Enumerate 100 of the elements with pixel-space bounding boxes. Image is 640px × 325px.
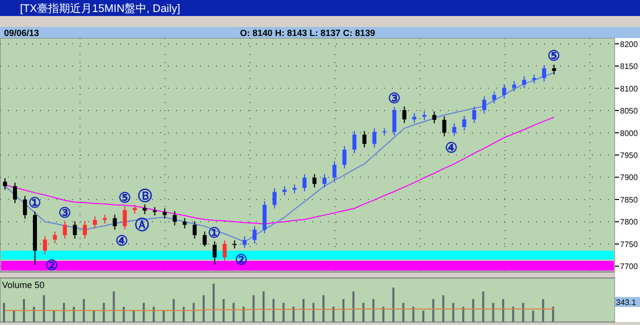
bar <box>522 302 524 322</box>
bar <box>372 299 374 322</box>
candlestick <box>442 116 446 137</box>
candlestick <box>522 76 526 89</box>
chart-title: [TX臺指期近月15MIN盤中, Daily] <box>20 2 180 15</box>
candlestick <box>212 240 217 266</box>
annotation: ② <box>45 257 58 274</box>
candlestick <box>42 235 47 255</box>
bar <box>352 291 354 322</box>
bar <box>502 299 504 322</box>
y-tick-label: 7850 <box>620 195 638 204</box>
bar <box>482 291 484 322</box>
y-tick-label: 8100 <box>620 84 638 94</box>
candlestick <box>182 218 187 229</box>
bar <box>152 306 155 322</box>
candlestick <box>92 216 97 229</box>
bar <box>302 299 305 322</box>
candlestick <box>542 64 546 82</box>
candlestick <box>272 188 277 209</box>
bar <box>362 302 364 322</box>
annotation: ④ <box>444 139 458 156</box>
bar <box>102 302 105 322</box>
candlestick <box>282 186 287 196</box>
bar <box>162 310 165 322</box>
y-tick-label: 8000 <box>620 128 638 138</box>
bar <box>442 295 444 322</box>
candlestick <box>122 206 127 230</box>
candlestick <box>172 210 177 226</box>
candlestick <box>322 174 326 188</box>
candlestick <box>82 220 87 240</box>
bar <box>322 295 324 322</box>
candlestick <box>12 182 17 204</box>
bar <box>72 306 75 322</box>
candlestick <box>412 112 416 124</box>
candlestick <box>552 64 556 75</box>
bar <box>22 299 25 322</box>
annotation: Ⓐ <box>134 216 149 233</box>
bar <box>382 306 384 322</box>
bar <box>172 299 175 322</box>
bar <box>472 299 474 322</box>
y-tick-label: 8150 <box>620 62 638 72</box>
bar <box>202 295 205 322</box>
text: 343.1 <box>616 298 637 307</box>
y-tick-label: 8200 <box>620 40 638 49</box>
candlestick <box>352 130 356 154</box>
chart-subtitle: O: 8140 H: 8143 L: 8137 C: 8139 <box>240 28 376 38</box>
candlestick <box>162 208 167 220</box>
candlestick <box>62 220 67 240</box>
bar <box>52 310 55 322</box>
bar <box>272 299 275 322</box>
y-tick-label: 7950 <box>620 151 638 160</box>
candlestick <box>482 96 486 114</box>
bar <box>342 299 344 322</box>
bar <box>392 288 394 322</box>
candlestick <box>432 110 436 124</box>
annotation: ⑤ <box>548 48 561 64</box>
candlestick <box>342 146 346 169</box>
bar <box>212 284 215 322</box>
bar <box>492 302 494 322</box>
candlestick <box>452 122 456 136</box>
candlestick <box>472 106 476 124</box>
candlestick <box>52 231 57 244</box>
candlestick <box>502 84 506 99</box>
bar <box>332 306 334 322</box>
candlestick <box>192 220 197 240</box>
y-tick-label: 8050 <box>620 106 638 116</box>
y-tick-label: 7900 <box>620 173 638 182</box>
candlestick <box>242 236 247 248</box>
bar <box>82 299 85 322</box>
bar <box>552 306 554 322</box>
y-tick-label: 7700 <box>620 262 638 272</box>
candlestick <box>222 240 227 262</box>
candlestick <box>72 220 77 240</box>
bar <box>262 291 265 322</box>
candlestick <box>372 128 376 148</box>
bar <box>542 299 544 322</box>
candlestick <box>112 214 117 230</box>
candlestick <box>22 195 27 220</box>
bar <box>92 310 95 322</box>
annotation: Ⓑ <box>138 187 152 204</box>
candlestick <box>332 160 336 182</box>
candlestick <box>252 226 257 244</box>
annotation: ④ <box>115 232 128 249</box>
bar <box>432 299 434 322</box>
candlestick <box>392 106 396 136</box>
bar <box>192 302 195 322</box>
bar <box>452 302 454 322</box>
bar <box>282 302 285 322</box>
bar <box>112 291 115 322</box>
candlestick <box>362 130 366 148</box>
bar <box>12 310 15 322</box>
annotation: ① <box>208 224 222 240</box>
candlestick <box>492 90 496 104</box>
bar <box>292 306 295 322</box>
y-tick-label: 7800 <box>620 218 638 227</box>
bar <box>532 310 534 322</box>
annotation: ② <box>235 251 248 268</box>
candlestick <box>202 231 207 248</box>
candlestick <box>302 174 307 192</box>
bar <box>222 299 225 322</box>
